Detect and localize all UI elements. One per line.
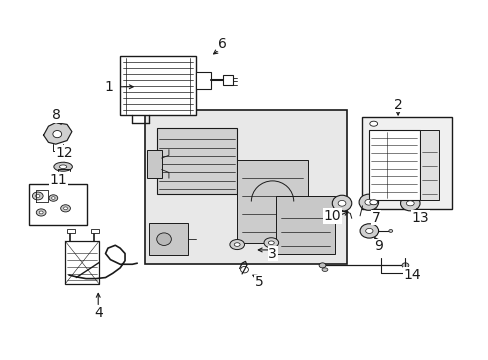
Text: 12: 12 (55, 146, 73, 160)
Bar (195, 72, 211, 89)
Bar (361, 117, 451, 209)
Ellipse shape (337, 201, 345, 206)
Text: 7: 7 (371, 211, 380, 225)
Ellipse shape (331, 195, 351, 211)
Text: 5: 5 (254, 275, 263, 289)
Ellipse shape (369, 200, 377, 205)
Ellipse shape (234, 243, 240, 246)
Bar (222, 75, 233, 85)
Ellipse shape (39, 211, 43, 214)
Text: 14: 14 (403, 268, 421, 282)
Bar (147, 149, 161, 178)
Ellipse shape (157, 233, 171, 246)
Ellipse shape (32, 192, 43, 200)
Text: 9: 9 (373, 239, 382, 253)
Bar (157, 128, 237, 194)
Polygon shape (43, 123, 72, 144)
Ellipse shape (365, 228, 372, 233)
Ellipse shape (229, 239, 244, 249)
Bar (91, 229, 99, 233)
Text: 8: 8 (52, 108, 61, 122)
Text: 2: 2 (393, 98, 402, 112)
Bar (29, 184, 86, 225)
Ellipse shape (319, 263, 325, 268)
Ellipse shape (53, 131, 61, 138)
Text: 11: 11 (49, 173, 67, 187)
Bar (65, 241, 99, 284)
Text: 4: 4 (94, 306, 102, 320)
Ellipse shape (268, 241, 274, 244)
Bar (419, 130, 438, 200)
Ellipse shape (400, 196, 419, 211)
Bar (120, 56, 195, 116)
Ellipse shape (55, 149, 61, 153)
Ellipse shape (36, 194, 40, 198)
Text: 3: 3 (268, 247, 277, 261)
Ellipse shape (49, 195, 58, 201)
Bar (237, 160, 307, 243)
Ellipse shape (406, 201, 413, 206)
Bar (144, 110, 346, 264)
Ellipse shape (322, 268, 327, 271)
Text: 10: 10 (323, 209, 341, 223)
Text: 1: 1 (104, 80, 113, 94)
Ellipse shape (61, 205, 70, 212)
Ellipse shape (36, 209, 46, 216)
Ellipse shape (60, 165, 67, 168)
Ellipse shape (264, 238, 278, 248)
Ellipse shape (369, 121, 377, 126)
Ellipse shape (401, 263, 408, 268)
Bar (149, 223, 188, 255)
Ellipse shape (54, 162, 72, 171)
Ellipse shape (364, 199, 372, 205)
Bar (66, 229, 75, 233)
Ellipse shape (388, 229, 392, 232)
Bar (276, 196, 334, 253)
Ellipse shape (63, 207, 67, 210)
Bar (368, 130, 419, 200)
Ellipse shape (52, 197, 55, 199)
Text: 6: 6 (218, 37, 226, 51)
Ellipse shape (358, 194, 378, 210)
Text: 13: 13 (410, 211, 428, 225)
Ellipse shape (359, 224, 378, 238)
